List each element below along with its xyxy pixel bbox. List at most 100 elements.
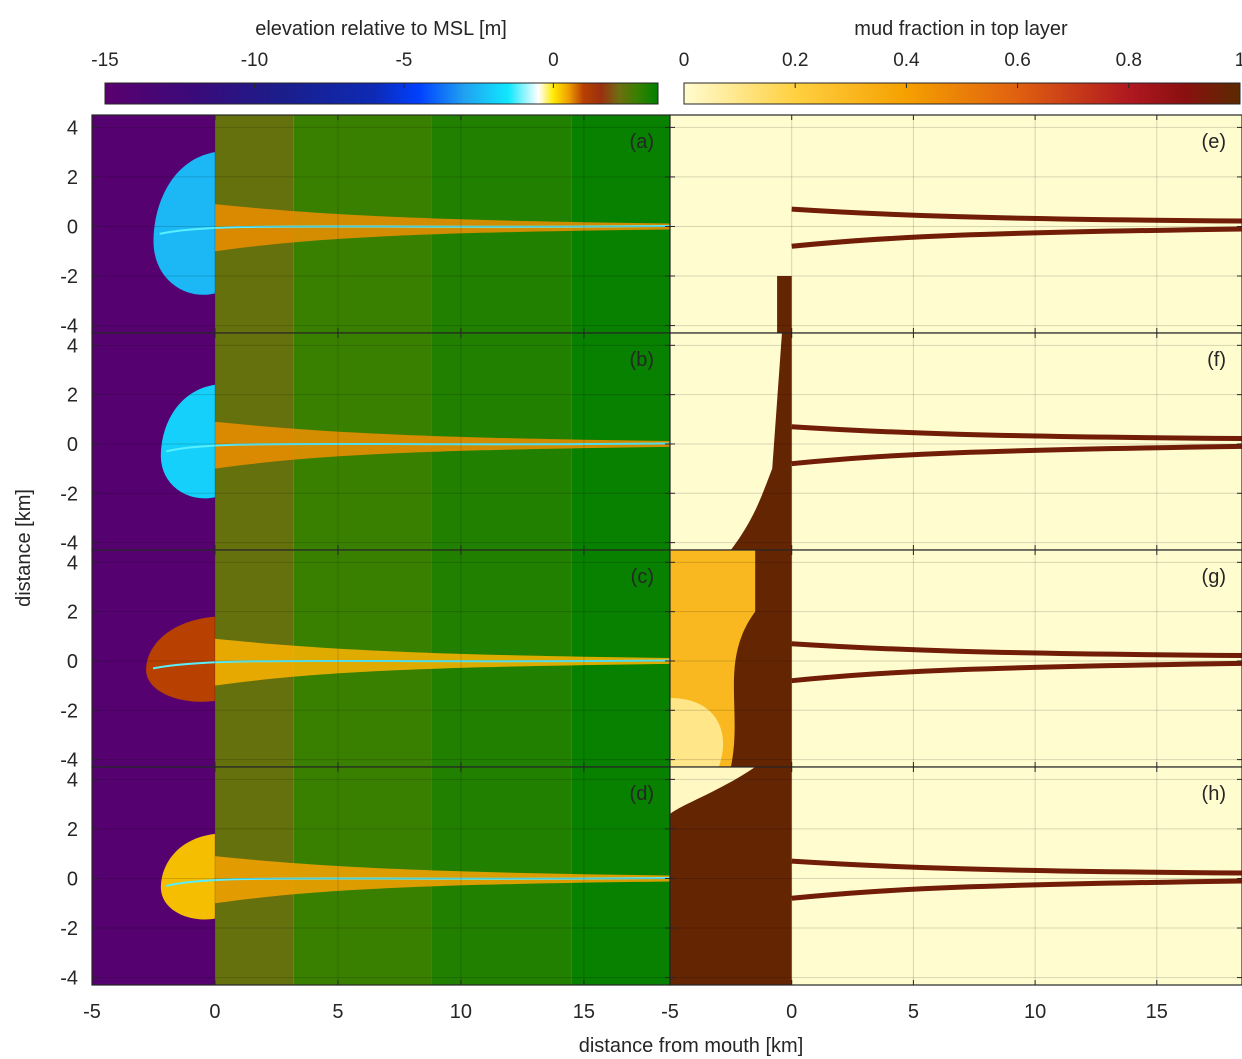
delta-lobe [146, 616, 215, 702]
x-tick-label: 5 [332, 1001, 343, 1023]
north-bank-mud [791, 641, 1242, 659]
y-axis-label: distance [km] [13, 489, 35, 607]
panel-label: (d) [630, 783, 654, 805]
estuary-shoals [214, 204, 670, 252]
mud-colorbar-tick-label: 0.8 [1116, 50, 1142, 71]
panel-frame [669, 766, 1242, 986]
heatmap-field [92, 767, 670, 985]
panel-h: -5 0 5 10 15 (h) [661, 766, 1242, 1023]
y-tick-label: -2 [60, 483, 78, 505]
x-tick-label: 10 [450, 1001, 472, 1023]
y-tick-label: 0 [67, 651, 78, 673]
estuary-shoals [214, 856, 670, 904]
panel-label: (e) [1202, 131, 1226, 153]
south-bank-mud [791, 878, 1242, 901]
offshore-mud [670, 767, 792, 985]
north-bank-mud [791, 858, 1242, 876]
elevation-colorbar-label: elevation relative to MSL [m] [255, 18, 507, 40]
mud-colorbar-tick-label: 0.6 [1004, 50, 1030, 71]
panel-e: (e) [669, 114, 1242, 334]
north-bank-mud [791, 206, 1242, 224]
y-tick-label: 0 [67, 216, 78, 238]
elevation-colorbar-tick-label: -5 [395, 50, 412, 71]
grid [92, 333, 670, 550]
main-channel [166, 442, 670, 453]
offshore-sand [670, 697, 724, 767]
grid [670, 550, 1242, 767]
y-tick-label: 4 [67, 552, 78, 574]
mud-colorbar-tick-label: 0.4 [893, 50, 920, 71]
x-tick-label: -5 [83, 1001, 101, 1023]
grid [670, 333, 1242, 550]
elevation-colorbar-ticks: -15 -10 -5 0 [91, 50, 559, 88]
heatmap-field [92, 550, 670, 767]
mud-colorbar-bar [683, 82, 1241, 105]
bank-mud [777, 276, 792, 333]
estuary-shoals [214, 421, 670, 469]
y-tick-label: 4 [67, 769, 78, 791]
x-tick-label: 15 [1146, 1001, 1168, 1023]
bank-mud [730, 333, 792, 550]
panel-b: 4 2 0 -2 -4 (b) [60, 332, 671, 555]
offshore-sand [670, 767, 756, 815]
heatmap-field [92, 333, 670, 550]
heatmap-field [670, 767, 1242, 985]
panel-c: 4 2 0 -2 -4 (c) [60, 549, 671, 772]
panel-label: (f) [1207, 349, 1226, 371]
south-bank-mud [791, 660, 1242, 684]
south-bank-mud [791, 443, 1242, 467]
grid [92, 115, 670, 333]
main-channel [166, 876, 670, 887]
panel-label: (a) [630, 131, 654, 153]
y-tick-label: 2 [67, 819, 78, 841]
heatmap-field [670, 115, 1242, 333]
panel-d: 4 2 0 -2 -4-5 0 5 10 15 (d) [60, 766, 671, 1023]
y-tick-label: -4 [60, 968, 78, 990]
elevation-colorbar-bar [104, 82, 659, 105]
y-tick-label: -4 [60, 316, 78, 338]
delta-lobe [160, 384, 215, 499]
panel-label: (c) [631, 566, 654, 588]
sand-background [670, 115, 1242, 333]
heatmap-field [92, 115, 670, 333]
y-tick-label: 2 [67, 602, 78, 624]
mud-colorbar-tick-label: 0 [679, 50, 690, 71]
x-tick-label: -5 [661, 1001, 679, 1023]
heatmap-field [670, 550, 1242, 767]
panel-a: 4 2 0 -2 -4 (a) [60, 114, 671, 338]
heatmap-field [670, 333, 1242, 550]
mud-colorbar: mud fraction in top layer 0 0.2 0.4 0.6 0.8 1 [679, 18, 1242, 105]
grid [92, 767, 670, 985]
south-bank-mud [791, 226, 1242, 249]
y-tick-label: 2 [67, 167, 78, 189]
mud-colorbar-ticks: 0 0.2 0.4 0.6 0.8 1 [679, 50, 1242, 88]
x-tick-label: 15 [573, 1001, 595, 1023]
main-channel [152, 659, 670, 670]
elevation-colorbar-tick-label: -15 [91, 50, 118, 71]
x-axis-label: distance from mouth [km] [579, 1035, 804, 1057]
y-tick-label: 0 [67, 434, 78, 456]
y-tick-label: -2 [60, 266, 78, 288]
panel-f: (f) [669, 332, 1242, 551]
grid [670, 115, 1242, 333]
y-tick-label: -4 [60, 533, 78, 555]
y-tick-label: 0 [67, 868, 78, 890]
y-tick-label: -4 [60, 750, 78, 772]
panel-label: (g) [1202, 566, 1226, 588]
panel-label: (h) [1202, 783, 1226, 805]
panel-label: (b) [630, 349, 654, 371]
elevation-colorbar-tick-label: 0 [548, 50, 559, 71]
delta-lobe [160, 833, 215, 920]
y-tick-label: 4 [67, 117, 78, 139]
grid [670, 767, 1242, 985]
delta-lobe [153, 152, 215, 295]
estuary-shoals [214, 638, 670, 686]
x-tick-label: 0 [209, 1001, 220, 1023]
y-tick-label: 2 [67, 385, 78, 407]
grid [92, 550, 670, 767]
panels: 420-2-4(a)420-2-4(b)420-2-4(c)420-2-4-5 0… [60, 114, 1242, 1023]
mud-colorbar-label: mud fraction in top layer [854, 18, 1068, 40]
x-tick-label: 10 [1024, 1001, 1046, 1023]
main-channel [159, 224, 670, 235]
